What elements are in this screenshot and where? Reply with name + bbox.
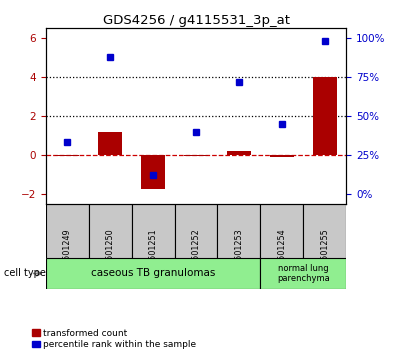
Bar: [217, 204, 260, 258]
Bar: [313, 77, 337, 155]
Text: GSM501250: GSM501250: [105, 228, 115, 277]
Bar: [227, 152, 251, 155]
Bar: [141, 155, 165, 189]
Text: cell type: cell type: [4, 268, 46, 279]
Bar: [184, 155, 208, 156]
Text: GSM501255: GSM501255: [320, 228, 329, 277]
Text: GSM501253: GSM501253: [234, 228, 244, 277]
Bar: [132, 204, 175, 258]
Bar: [260, 204, 303, 258]
Text: GSM501254: GSM501254: [277, 228, 287, 277]
Bar: [175, 204, 217, 258]
Bar: [46, 204, 89, 258]
Legend: transformed count, percentile rank within the sample: transformed count, percentile rank withi…: [32, 329, 196, 349]
Bar: [270, 155, 294, 157]
Bar: [260, 258, 346, 289]
Text: GSM501251: GSM501251: [148, 228, 158, 277]
Text: normal lung
parenchyma: normal lung parenchyma: [277, 264, 330, 283]
Bar: [98, 132, 122, 155]
Text: GSM501252: GSM501252: [191, 228, 201, 277]
Bar: [55, 155, 79, 156]
Bar: [46, 258, 260, 289]
Text: caseous TB granulomas: caseous TB granulomas: [91, 268, 215, 279]
Text: GSM501249: GSM501249: [63, 228, 72, 277]
Bar: [89, 204, 132, 258]
Bar: [303, 204, 346, 258]
Title: GDS4256 / g4115531_3p_at: GDS4256 / g4115531_3p_at: [103, 14, 289, 27]
